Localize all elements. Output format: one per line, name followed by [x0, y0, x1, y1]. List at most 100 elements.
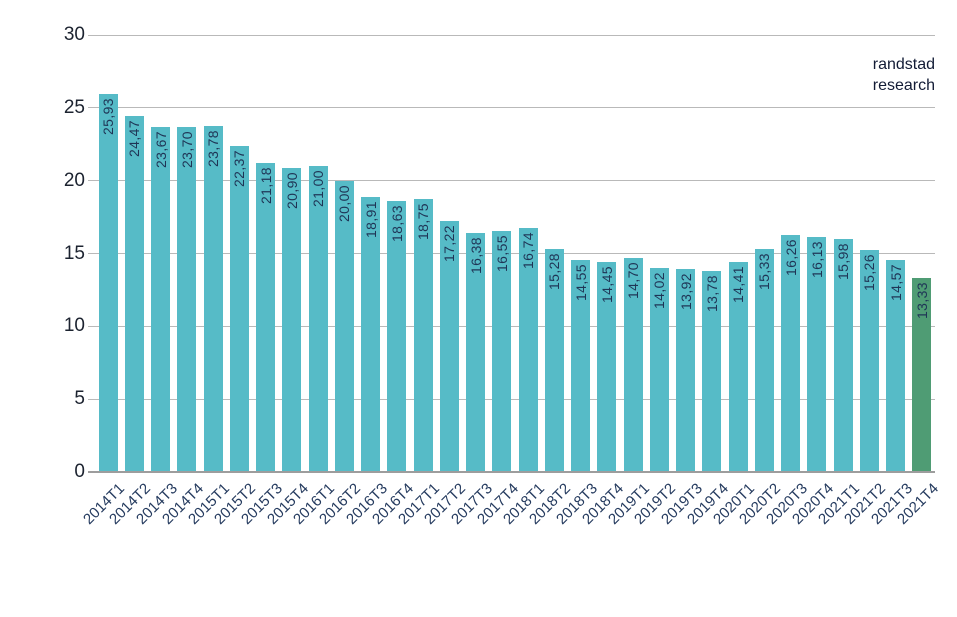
- bar-2018T4: 14,45: [597, 261, 617, 472]
- bar-value-label: 16,38: [467, 237, 484, 275]
- y-tick-label-0: 0: [74, 461, 85, 482]
- plot-area: 25,93 24,47 23,67 23,70 23,78 22,37 21,18 20,90…: [88, 34, 935, 473]
- bar-2017T1: 18,75: [413, 198, 433, 472]
- bar-value-label: 14,57: [887, 263, 904, 301]
- x-tick-label-2020T4: 2020T4: [788, 480, 837, 528]
- bar-2020T1: 14,41: [728, 262, 748, 472]
- y-tick-label-30: 30: [63, 24, 85, 45]
- x-tick-label-2016T3: 2016T3: [342, 480, 391, 528]
- bar-2017T4: 16,55: [492, 230, 512, 472]
- bar-value-label: 13,92: [677, 273, 694, 311]
- x-tick-label-2021T1: 2021T1: [815, 480, 864, 528]
- bar-2021T1: 15,98: [833, 239, 853, 472]
- x-tick-label-2021T3: 2021T3: [867, 480, 916, 528]
- bar-2016T2: 20,00: [334, 180, 354, 472]
- x-tick-label-2020T3: 2020T3: [762, 480, 811, 528]
- x-tick-label-2018T4: 2018T4: [578, 480, 627, 528]
- x-tick-label-2018T3: 2018T3: [552, 480, 601, 528]
- y-tick-label-15: 15: [63, 242, 85, 264]
- bar-2016T3: 18,91: [361, 196, 381, 472]
- y-tick-label-25: 25: [63, 96, 85, 118]
- bar-2015T2: 22,37: [229, 146, 249, 472]
- bar-2021T4: 13,33: [912, 277, 932, 472]
- gridline-25: [88, 107, 935, 109]
- x-tick-label-2019T3: 2019T3: [657, 480, 706, 528]
- bar-2020T2: 15,33: [754, 248, 774, 472]
- x-tick-label-2019T1: 2019T1: [605, 480, 654, 528]
- bar-value-label: 24,47: [126, 119, 143, 157]
- x-tick-label-2017T4: 2017T4: [473, 480, 522, 528]
- bar-value-label: 20,90: [283, 171, 300, 209]
- bar-2021T2: 15,26: [859, 249, 879, 472]
- x-tick-label-2015T1: 2015T1: [185, 480, 234, 528]
- bar-2018T3: 14,55: [571, 260, 591, 472]
- bar-2017T3: 16,38: [466, 233, 486, 472]
- bar-2020T3: 16,26: [781, 235, 801, 472]
- bar-value-label: 14,45: [598, 265, 615, 303]
- bar-2021T3: 14,57: [886, 259, 906, 472]
- bar-value-label: 16,55: [493, 234, 510, 272]
- brand-wordmark: randstad research: [873, 54, 935, 96]
- bar-2019T2: 14,02: [649, 267, 669, 472]
- x-tick-label-2020T1: 2020T1: [710, 480, 759, 528]
- bar-value-label: 23,78: [205, 129, 222, 167]
- bar-value-label: 14,55: [572, 264, 589, 302]
- bar-value-label: 17,22: [441, 225, 458, 263]
- x-tick-label-2018T2: 2018T2: [526, 480, 575, 528]
- bar-value-label: 14,02: [651, 271, 668, 309]
- bar-2018T2: 15,28: [544, 249, 564, 472]
- bar-2014T4: 23,70: [177, 126, 197, 472]
- bar-value-label: 18,63: [388, 204, 405, 242]
- bar-value-label: 23,67: [152, 131, 169, 169]
- gridline-15: [88, 253, 935, 254]
- bar-value-label: 13,78: [703, 275, 720, 313]
- y-tick-label-5: 5: [74, 388, 85, 410]
- bar-value-label: 21,00: [310, 170, 327, 208]
- bar-value-label: 21,18: [257, 167, 274, 205]
- gridline-30: [88, 34, 935, 36]
- bar-2015T4: 20,90: [282, 167, 302, 472]
- bar-2019T4: 13,78: [702, 271, 722, 472]
- y-axis: 0 5 10 15 20 25 30: [0, 0, 85, 617]
- x-tick-label-2021T4: 2021T4: [893, 480, 942, 528]
- x-tick-label-2017T2: 2017T2: [421, 480, 470, 528]
- gridline-20: [88, 180, 935, 182]
- gridline-10: [88, 325, 935, 327]
- bar-value-label: 25,93: [100, 98, 117, 136]
- bar-value-label: 15,26: [861, 253, 878, 291]
- x-tick-label-2017T1: 2017T1: [395, 480, 444, 528]
- bar-2016T1: 21,00: [308, 166, 328, 472]
- x-tick-label-2018T1: 2018T1: [500, 480, 549, 528]
- x-tick-label-2021T2: 2021T2: [841, 480, 890, 528]
- brand-line-1: randstad: [872, 56, 935, 73]
- x-tick-label-2016T1: 2016T1: [290, 480, 339, 528]
- bar-2014T2: 24,47: [124, 115, 144, 472]
- bar-value-label: 23,70: [178, 130, 195, 168]
- x-tick-label-2020T2: 2020T2: [736, 480, 785, 528]
- x-tick-label-2019T4: 2019T4: [683, 480, 732, 528]
- x-tick-label-2016T4: 2016T4: [368, 480, 417, 528]
- bar-2017T2: 17,22: [439, 221, 459, 472]
- bar-value-label: 14,41: [730, 266, 747, 304]
- y-tick-label-20: 20: [63, 169, 85, 191]
- bar-value-label: 13,33: [913, 281, 930, 319]
- bar-2015T3: 21,18: [256, 163, 276, 472]
- bar-value-label: 15,28: [546, 253, 563, 291]
- x-axis-baseline: [88, 471, 935, 473]
- bar-value-label: 22,37: [231, 150, 248, 188]
- bar-2016T4: 18,63: [387, 200, 407, 472]
- y-tick-label-10: 10: [63, 315, 85, 337]
- bar-2020T4: 16,13: [807, 237, 827, 472]
- x-tick-label-2015T2: 2015T2: [211, 480, 260, 528]
- brand-line-2: research: [872, 77, 935, 94]
- x-tick-label-2015T3: 2015T3: [237, 480, 286, 528]
- x-tick-label-2016T2: 2016T2: [316, 480, 365, 528]
- bar-2014T3: 23,67: [151, 127, 171, 472]
- x-tick-label-2015T4: 2015T4: [263, 480, 312, 528]
- bar-2015T1: 23,78: [203, 125, 223, 472]
- bar-value-label: 18,91: [362, 200, 379, 238]
- bar-value-label: 14,70: [625, 261, 642, 299]
- bar-value-label: 16,74: [520, 232, 537, 270]
- gridline-5: [88, 398, 935, 400]
